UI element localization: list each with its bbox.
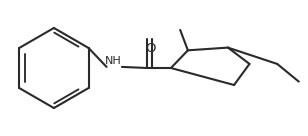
Text: O: O <box>145 42 156 55</box>
Text: NH: NH <box>105 56 122 66</box>
